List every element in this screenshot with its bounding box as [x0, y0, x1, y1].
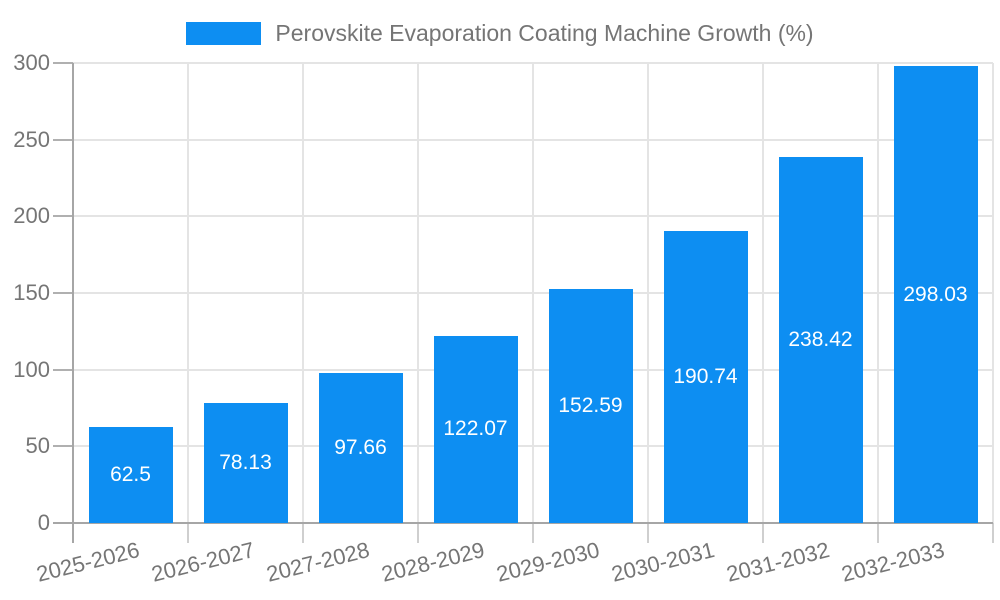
y-tick-label: 50: [25, 433, 50, 459]
bar-value-label: 152.59: [558, 394, 623, 417]
x-tick-label: 2029-2030: [494, 537, 603, 587]
y-axis-line: [72, 63, 74, 543]
y-tick-label: 0: [37, 510, 50, 535]
bar[interactable]: [203, 403, 288, 523]
y-axis-tick: [53, 62, 73, 64]
chart-legend: Perovskite Evaporation Coating Machine G…: [0, 20, 1000, 47]
x-axis-tick: [762, 523, 764, 543]
y-axis-tick: [53, 215, 73, 218]
y-tick-label: 150: [13, 280, 50, 305]
y-axis-tick: [53, 368, 73, 371]
x-axis-tick: [992, 523, 994, 543]
y-tick-label: 300: [13, 50, 50, 75]
bar-value-label: 62.5: [110, 463, 151, 487]
gridline-vertical: [762, 63, 764, 523]
y-tick-label: 250: [13, 126, 50, 152]
y-axis-tick: [53, 292, 73, 294]
gridline-vertical: [187, 63, 189, 523]
gridline-vertical: [647, 63, 649, 523]
x-axis-tick: [532, 523, 534, 543]
bar[interactable]: [663, 230, 748, 523]
bar-value-label: 298.03: [903, 282, 968, 306]
bar[interactable]: [88, 427, 173, 523]
bar-value-label: 122.07: [443, 417, 508, 441]
x-tick-label: 2026-2027: [149, 537, 258, 587]
bar-value-label: 190.74: [673, 364, 738, 388]
x-tick-label: 2031-2032: [724, 537, 833, 587]
bar[interactable]: [548, 289, 633, 523]
bar[interactable]: [778, 157, 863, 523]
x-axis-tick: [302, 523, 304, 543]
x-tick-label: 2027-2028: [264, 537, 373, 587]
y-axis-tick: [53, 445, 73, 448]
bar-value-label: 78.13: [219, 451, 272, 475]
gridline-vertical: [532, 63, 534, 523]
bar[interactable]: [433, 335, 518, 523]
x-tick-label: 2030-2031: [609, 537, 718, 587]
gridline-vertical: [877, 63, 879, 523]
legend-label[interactable]: Perovskite Evaporation Coating Machine G…: [275, 20, 814, 46]
y-tick-label: 200: [13, 203, 50, 229]
gridline-vertical: [417, 63, 419, 523]
x-tick-label: 2032-2033: [839, 537, 948, 587]
bar[interactable]: [318, 373, 403, 523]
x-axis-tick: [877, 523, 879, 543]
x-axis-tick: [187, 523, 189, 543]
gridline-vertical: [992, 63, 994, 523]
x-tick-label: 2028-2029: [379, 537, 488, 587]
y-tick-label: 100: [13, 356, 50, 382]
x-axis-line: [53, 522, 993, 524]
gridline-vertical: [302, 63, 304, 523]
bar-value-label: 97.66: [334, 436, 387, 460]
legend-swatch-icon[interactable]: [186, 22, 262, 45]
x-axis-tick: [417, 523, 419, 543]
y-axis-tick: [53, 138, 73, 141]
x-tick-label: 2025-2026: [34, 537, 143, 587]
bar-value-label: 238.42: [788, 328, 853, 352]
x-axis-tick: [647, 523, 649, 543]
bar[interactable]: [893, 66, 978, 523]
